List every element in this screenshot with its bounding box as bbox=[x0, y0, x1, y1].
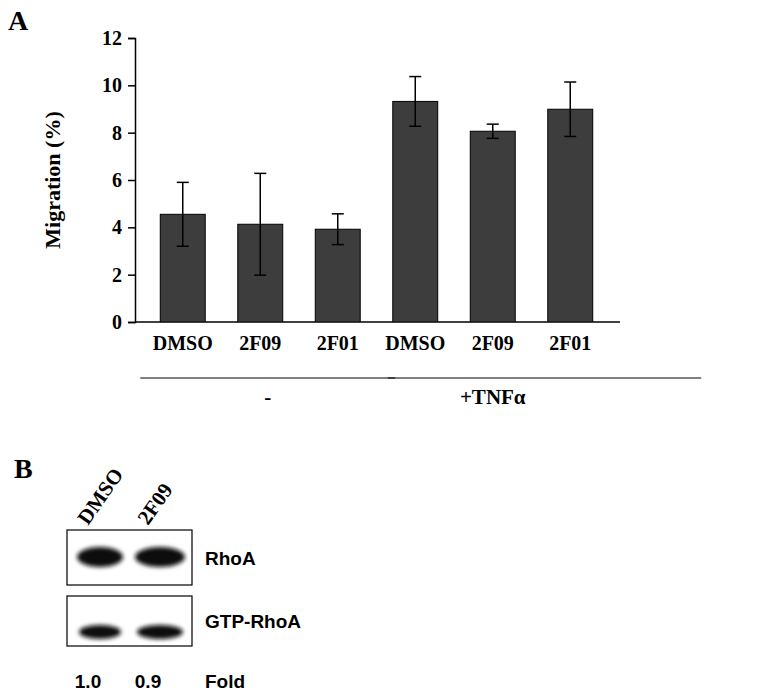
fold-value: 0.9 bbox=[135, 671, 161, 692]
x-axis-line bbox=[135, 321, 620, 323]
error-cap bbox=[409, 126, 421, 128]
error-stem bbox=[415, 77, 417, 127]
error-cap bbox=[409, 76, 421, 78]
blot-band bbox=[77, 547, 123, 567]
bar bbox=[548, 109, 593, 322]
error-cap bbox=[487, 138, 499, 140]
blot-frame bbox=[67, 530, 192, 585]
figure: A024681012DMSO2F092F01DMSO2F092F01Migrat… bbox=[0, 0, 782, 697]
y-tick: 0 bbox=[112, 311, 135, 333]
y-axis-title: Migration (%) bbox=[40, 111, 65, 248]
y-tick-mark bbox=[128, 132, 135, 134]
panel-title: B bbox=[14, 453, 33, 484]
error-stem bbox=[570, 82, 572, 136]
blot-frame bbox=[67, 596, 192, 646]
x-tick-label: DMSO bbox=[385, 332, 445, 354]
y-tick-mark bbox=[128, 322, 135, 324]
row-label: GTP-RhoA bbox=[205, 611, 301, 632]
blot-band bbox=[137, 625, 183, 639]
group-label: +TNFα bbox=[460, 385, 526, 409]
x-tick-label: 2F09 bbox=[472, 332, 514, 354]
fold-label: Fold bbox=[205, 671, 245, 692]
y-tick: 2 bbox=[112, 264, 135, 286]
y-tick: 8 bbox=[112, 122, 135, 144]
group-line bbox=[388, 377, 701, 378]
error-cap bbox=[177, 246, 189, 248]
x-tick-label: 2F01 bbox=[317, 332, 359, 354]
x-tick: 2F09 bbox=[472, 332, 514, 354]
y-tick-label: 8 bbox=[112, 122, 122, 144]
y-tick-label: 6 bbox=[112, 169, 122, 191]
error-cap bbox=[254, 173, 266, 175]
y-tick-mark bbox=[128, 180, 135, 182]
bar bbox=[393, 101, 438, 322]
group-line bbox=[140, 377, 395, 378]
y-tick-mark bbox=[128, 38, 135, 40]
error-bar bbox=[564, 82, 576, 136]
error-cap bbox=[332, 244, 344, 246]
x-tick: DMSO bbox=[153, 332, 213, 354]
error-bar bbox=[177, 182, 189, 246]
error-stem bbox=[492, 124, 494, 138]
y-tick-mark bbox=[128, 227, 135, 229]
error-bar bbox=[409, 77, 421, 127]
blot-band bbox=[135, 547, 185, 567]
lane-label: 2F09 bbox=[132, 479, 177, 529]
y-tick-label: 12 bbox=[102, 27, 122, 49]
x-tick: 2F01 bbox=[317, 332, 359, 354]
fold-value: 1.0 bbox=[75, 671, 101, 692]
x-tick: 2F09 bbox=[239, 332, 281, 354]
error-bar bbox=[332, 214, 344, 245]
y-tick-label: 2 bbox=[112, 264, 122, 286]
panel-title: A bbox=[8, 5, 29, 36]
x-tick: DMSO bbox=[385, 332, 445, 354]
error-cap bbox=[487, 123, 499, 125]
error-stem bbox=[182, 182, 184, 246]
error-cap bbox=[564, 81, 576, 83]
y-tick: 6 bbox=[112, 169, 135, 191]
y-tick: 12 bbox=[102, 27, 135, 49]
y-axis-line bbox=[128, 39, 136, 323]
blot-band bbox=[79, 625, 121, 639]
y-tick-mark bbox=[128, 274, 135, 276]
x-tick: 2F01 bbox=[549, 332, 591, 354]
x-tick-label: 2F01 bbox=[549, 332, 591, 354]
y-tick-label: 4 bbox=[112, 216, 122, 238]
row-label: RhoA bbox=[205, 548, 256, 569]
y-tick-mark bbox=[128, 85, 135, 87]
group-label: - bbox=[264, 385, 271, 409]
error-stem bbox=[337, 214, 339, 245]
y-tick-label: 10 bbox=[102, 74, 122, 96]
error-stem bbox=[260, 173, 262, 275]
y-tick-label: 0 bbox=[112, 311, 122, 333]
bar bbox=[470, 131, 515, 322]
error-bar bbox=[487, 124, 499, 138]
y-tick: 10 bbox=[102, 74, 135, 96]
plot-area bbox=[160, 77, 592, 322]
x-tick-label: DMSO bbox=[153, 332, 213, 354]
error-bar bbox=[254, 173, 266, 275]
error-cap bbox=[564, 136, 576, 138]
x-axis: DMSO 2F09 2F01 DMSO 2F09 2F01 bbox=[135, 322, 620, 354]
error-cap bbox=[332, 213, 344, 215]
lane-label: DMSO bbox=[72, 463, 128, 528]
error-cap bbox=[254, 274, 266, 276]
x-tick-label: 2F09 bbox=[239, 332, 281, 354]
error-cap bbox=[177, 182, 189, 184]
y-tick: 4 bbox=[112, 216, 135, 238]
y-axis: 0 2 4 6 8 10 12 bbox=[102, 27, 136, 333]
